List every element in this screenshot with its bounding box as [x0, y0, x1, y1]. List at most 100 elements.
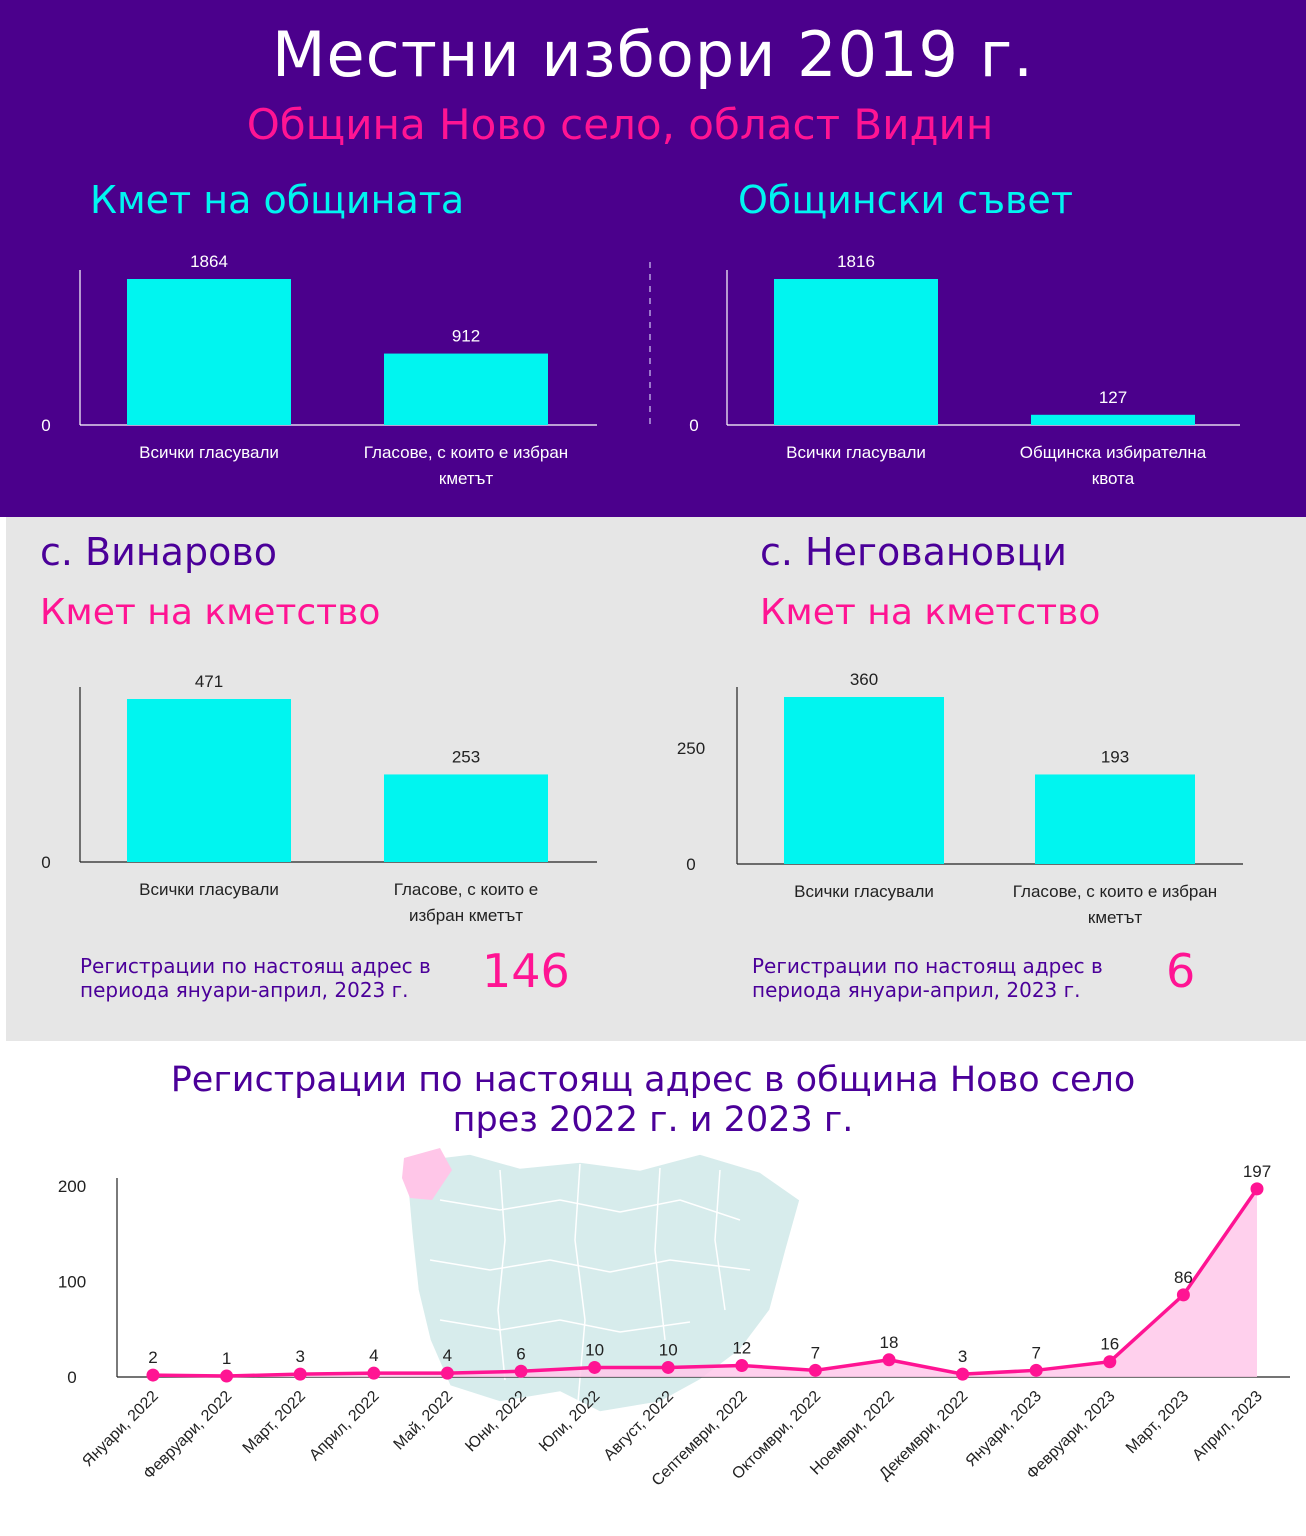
bar — [384, 353, 548, 425]
map-highlight-region — [402, 1148, 452, 1200]
x-tick-label: Всички гласували — [139, 880, 279, 899]
x-tick-label: Юли, 2022 — [536, 1388, 603, 1455]
bar-value-label: 360 — [850, 670, 878, 689]
x-tick-label: Март, 2023 — [1123, 1388, 1192, 1457]
mayor-bar-chart: 1864 Всички гласували 912 Гласове, с които … — [41, 252, 597, 488]
data-point — [1176, 1288, 1190, 1302]
x-tick-label: Януари, 2022 — [79, 1388, 161, 1470]
data-label: 3 — [295, 1347, 304, 1366]
vinarovo-reg-label: Регистрации по настоящ адрес в периода я… — [80, 954, 431, 1002]
bar-value-label: 127 — [1099, 388, 1127, 407]
bar — [384, 774, 548, 862]
y-tick-label: 0 — [67, 1368, 76, 1387]
negovanovtsi-title: с. Неговановци — [760, 530, 1067, 574]
x-tick-label: кметът — [439, 469, 493, 488]
data-label: 12 — [732, 1339, 751, 1358]
top-charts-svg: 1864 Всички гласували 912 Гласове, с които … — [41, 252, 1240, 488]
header-panel — [0, 0, 1306, 517]
bulgaria-map-illustration — [402, 1148, 801, 1413]
y-tick-label: 0 — [686, 855, 695, 874]
page-subtitle: Община Ново село, област Видин — [246, 100, 994, 149]
bar — [1031, 414, 1195, 425]
x-tick-label: Април, 2023 — [1189, 1388, 1265, 1464]
series-line — [152, 1187, 1259, 1378]
bar-value-label: 1816 — [837, 252, 875, 271]
y-tick-label: 200 — [58, 1177, 86, 1196]
data-point — [146, 1368, 160, 1382]
bar-value-label: 471 — [195, 672, 223, 691]
map-borders — [429, 1163, 751, 1403]
data-label: 2 — [148, 1348, 157, 1367]
data-label: 10 — [659, 1340, 678, 1359]
village-charts-svg: 471 Всички гласували 253 Гласове, с които е… — [41, 670, 1243, 927]
x-tick-label: Март, 2022 — [240, 1388, 309, 1457]
x-tick-label: Всички гласували — [786, 443, 926, 462]
reg-label-line1: Регистрации по настоящ адрес в — [80, 954, 431, 978]
bar — [774, 279, 938, 425]
data-point — [956, 1367, 970, 1381]
registrations-title-line1: Регистрации по настоящ адрес в община Но… — [170, 1060, 1136, 1100]
x-tick-label: Януари, 2023 — [963, 1388, 1045, 1470]
bar — [784, 697, 944, 864]
area-fill — [153, 1188, 1257, 1377]
data-point — [882, 1353, 896, 1367]
x-tick-label: Май, 2022 — [391, 1388, 457, 1454]
bar — [1035, 774, 1195, 864]
reg-label-line1: Регистрации по настоящ адрес в — [752, 954, 1103, 978]
page-title: Местни избори 2019 г. — [272, 18, 1034, 91]
bar — [127, 699, 291, 862]
negovanovtsi-reg-label: Регистрации по настоящ адрес в периода я… — [752, 954, 1103, 1002]
x-tick-label: Общинска избирателна — [1020, 443, 1207, 462]
reg-label-line2: периода януари-април, 2023 г. — [752, 978, 1081, 1002]
data-label: 7 — [1031, 1343, 1040, 1362]
data-point — [1250, 1182, 1264, 1196]
x-tick-label: Гласове, с които е избран — [364, 443, 568, 462]
x-tick-label: избран кметът — [409, 906, 523, 925]
x-tick-label: квота — [1092, 469, 1135, 488]
x-tick-label: кметът — [1088, 908, 1142, 927]
data-point — [1029, 1363, 1043, 1377]
council-bar-chart: 1816 Всички гласували 127 Общинска избирате… — [689, 252, 1240, 488]
y-tick-label: 250 — [677, 739, 705, 758]
data-label: 197 — [1243, 1162, 1271, 1181]
bar — [127, 279, 291, 425]
vinarovo-reg-number: 146 — [482, 944, 570, 998]
registrations-title: Регистрации по настоящ адрес в община Но… — [0, 1060, 1306, 1140]
data-label: 1 — [222, 1349, 231, 1368]
data-point — [293, 1367, 307, 1381]
x-tick-label: Април, 2022 — [306, 1388, 382, 1464]
data-label: 86 — [1174, 1268, 1193, 1287]
vinarovo-subtitle: Кмет на кметство — [40, 592, 381, 633]
data-point — [808, 1363, 822, 1377]
bar-value-label: 912 — [452, 327, 480, 346]
x-tick-label: Всички гласували — [794, 882, 934, 901]
mayor-section-title: Кмет на общината — [90, 178, 465, 222]
data-label: 4 — [369, 1346, 378, 1365]
data-point — [440, 1366, 454, 1380]
y-tick-label: 0 — [41, 853, 50, 872]
bar-value-label: 1864 — [190, 252, 228, 271]
y-tick-label: 0 — [689, 416, 698, 435]
bar-value-label: 253 — [452, 747, 480, 766]
bar-value-label: 193 — [1101, 747, 1129, 766]
vinarovo-bar-chart: 471 Всички гласували 253 Гласове, с които е… — [41, 672, 597, 925]
data-label: 3 — [958, 1347, 967, 1366]
data-point — [661, 1360, 675, 1374]
data-label: 7 — [811, 1343, 820, 1362]
council-section-title: Общински съвет — [738, 178, 1073, 222]
x-tick-label: Гласове, с които е — [394, 880, 539, 899]
data-label: 6 — [516, 1344, 525, 1363]
data-point — [514, 1364, 528, 1378]
negovanovtsi-subtitle: Кмет на кметство — [760, 592, 1101, 633]
data-label: 10 — [585, 1340, 604, 1359]
reg-label-line2: периода януари-април, 2023 г. — [80, 978, 409, 1002]
negovanovtsi-reg-number: 6 — [1166, 944, 1196, 998]
data-point — [367, 1366, 381, 1380]
data-label: 18 — [880, 1333, 899, 1352]
vinarovo-title: с. Винарово — [40, 530, 277, 574]
y-tick-label: 0 — [41, 416, 50, 435]
data-point — [220, 1369, 234, 1383]
data-point — [588, 1360, 602, 1374]
data-label: 16 — [1100, 1335, 1119, 1354]
